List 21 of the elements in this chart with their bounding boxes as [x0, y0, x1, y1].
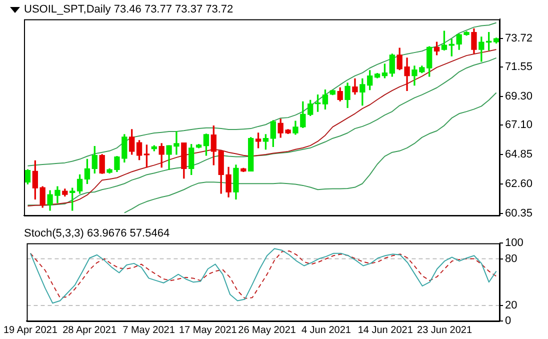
x-tick-label: 28 Apr 2021	[62, 324, 117, 336]
y-tick-label: 71.55	[505, 60, 533, 73]
y-tick-label: 20	[505, 299, 518, 312]
y-tick-label: 62.60	[505, 178, 533, 190]
y-tick-label: 100	[505, 237, 524, 250]
y-tick-label: 69.30	[505, 90, 533, 102]
y-tick-label: 0	[505, 315, 512, 328]
x-tick-label: 19 Apr 2021	[3, 324, 58, 336]
x-tick-label: 7 May 2021	[122, 324, 176, 336]
chart-title: Stoch(5,3,3) 63.9676 57.5464	[24, 228, 170, 240]
chart-title: USOIL_SPT,Daily 73.46 73.77 73.37 73.72	[24, 4, 234, 16]
y-tick-label: 67.10	[505, 119, 533, 132]
y-tick-label: 64.85	[505, 148, 533, 161]
x-tick-label: 14 Jun 2021	[358, 324, 414, 336]
y-tick-label: 60.35	[505, 207, 533, 220]
x-tick-label: 4 Jun 2021	[301, 324, 352, 336]
x-tick-label: 17 May 2021	[178, 324, 238, 336]
y-tick-label: 73.72	[505, 32, 533, 45]
y-tick-label: 80	[505, 252, 518, 265]
x-tick-label: 26 May 2021	[238, 324, 296, 336]
x-tick-label: 23 Jun 2021	[417, 324, 472, 336]
